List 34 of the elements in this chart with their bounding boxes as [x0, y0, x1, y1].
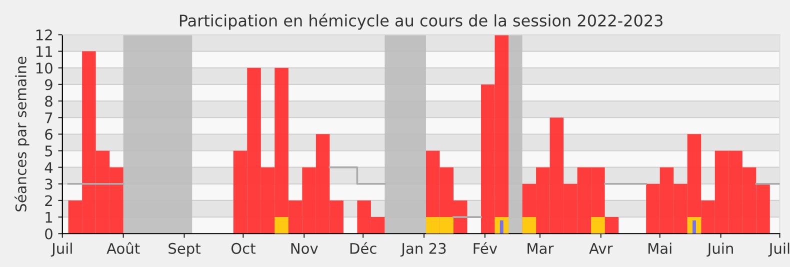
- y-tick-label: 1: [46, 212, 52, 223]
- y-tick-label: 5: [45, 146, 52, 156]
- y-tick-label: 6: [45, 128, 52, 140]
- bar: [604, 217, 619, 234]
- y-tick-label: 8: [45, 96, 52, 107]
- x-tick-label: Mar: [528, 243, 554, 254]
- bar: [274, 217, 288, 234]
- chart-title: Participation en hémicycle au cours de la session 2022-2023: [180, 14, 662, 30]
- y-tick-label: 4: [44, 162, 53, 173]
- x-tick-label: Sept: [168, 242, 201, 257]
- y-axis-title: Séances par semaine: [14, 56, 30, 212]
- x-tick-label: Août: [106, 242, 140, 254]
- x-tick-label: Fév: [474, 242, 498, 254]
- x-tick-label: Avr: [589, 243, 613, 254]
- y-tick-label: 3: [45, 178, 52, 190]
- y-tick-label: 9: [45, 79, 52, 90]
- x-tick-label: Mai: [648, 242, 672, 254]
- bar: [692, 220, 696, 234]
- x-tick-label: Nov: [291, 243, 318, 254]
- y-tick-label: 0: [45, 228, 52, 240]
- bar: [522, 217, 536, 234]
- bar: [591, 217, 605, 234]
- y-tick-label: 2: [45, 195, 52, 206]
- bar: [500, 220, 504, 234]
- x-tick-label: Juil: [768, 242, 790, 257]
- y-tick-label: 10: [36, 62, 52, 74]
- x-tick-label: Oct: [231, 242, 256, 254]
- y-tick-label: 11: [36, 46, 52, 57]
- x-tick-label: Juin: [706, 242, 733, 257]
- y-tick-label: 12: [36, 29, 52, 40]
- y-tick-label: 7: [45, 112, 52, 124]
- x-tick-label: Déc: [350, 242, 376, 254]
- x-tick-label: Juil: [50, 242, 72, 257]
- x-tick-label: Jan 23: [400, 242, 446, 257]
